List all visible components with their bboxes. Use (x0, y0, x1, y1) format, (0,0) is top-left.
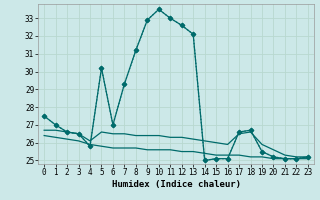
X-axis label: Humidex (Indice chaleur): Humidex (Indice chaleur) (111, 180, 241, 189)
